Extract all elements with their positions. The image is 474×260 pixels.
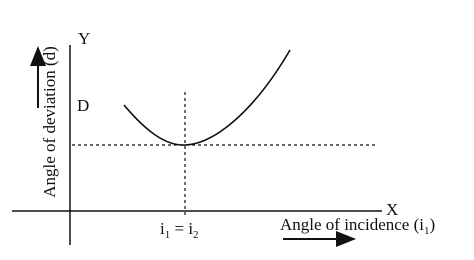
x-label-text: Angle of incidence (i bbox=[280, 215, 424, 234]
x-label-sub: 1 bbox=[424, 225, 430, 237]
y-letter: Y bbox=[78, 29, 90, 48]
min-label-sub1: 1 bbox=[165, 229, 171, 241]
min-label: i1 = i2 bbox=[160, 219, 199, 241]
y-label: Angle of deviation (d) bbox=[40, 46, 59, 198]
x-label-close: ) bbox=[429, 215, 435, 234]
min-label-sub2: 2 bbox=[193, 229, 199, 241]
deviation-curve bbox=[123, 49, 291, 146]
d-mark: D bbox=[77, 96, 89, 115]
x-label: Angle of incidence (i1) bbox=[280, 215, 435, 237]
min-label-i: i bbox=[160, 219, 165, 238]
x-letter: X bbox=[386, 200, 398, 219]
min-label-eq: = i bbox=[170, 219, 193, 238]
